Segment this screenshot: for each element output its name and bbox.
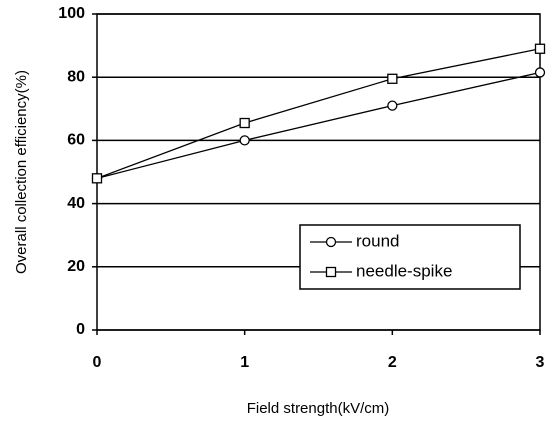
- legend-label: needle-spike: [356, 261, 452, 280]
- marker: [534, 67, 546, 78]
- y-tick-label: 40: [67, 195, 85, 212]
- series-line: [96, 71, 541, 179]
- x-tick-label: 1: [240, 354, 249, 371]
- legend-box: [299, 224, 521, 290]
- marker: [239, 117, 250, 129]
- series-line: [96, 48, 541, 179]
- marker: [239, 135, 250, 146]
- marker: [325, 236, 337, 248]
- y-tick-label: 0: [76, 321, 85, 338]
- legend-label: round: [356, 231, 399, 250]
- x-tick-label: 3: [536, 354, 545, 371]
- marker: [387, 100, 398, 111]
- marker: [91, 173, 103, 184]
- y-axis-label: Overall collection efficiency(%): [13, 70, 30, 274]
- marker: [387, 73, 398, 84]
- x-tick-label: 0: [93, 354, 102, 371]
- y-tick-label: 20: [67, 258, 85, 275]
- x-tick-label: 2: [388, 354, 397, 371]
- y-tick-label: 80: [67, 68, 85, 85]
- y-tick-label: 60: [67, 132, 85, 149]
- marker: [534, 43, 546, 54]
- x-axis-label: Field strength(kV/cm): [247, 400, 390, 417]
- plot-frame: [96, 13, 541, 331]
- marker: [325, 266, 337, 278]
- y-tick-label: 100: [58, 5, 85, 22]
